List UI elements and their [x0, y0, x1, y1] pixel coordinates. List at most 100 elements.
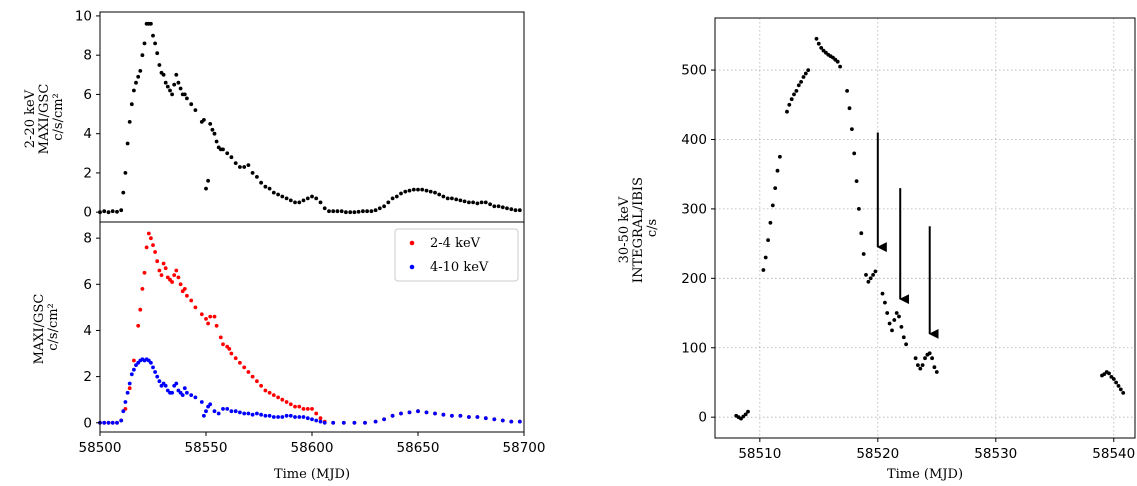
data-point: [242, 165, 247, 169]
data-point: [121, 190, 126, 195]
y-tick-label: 100: [681, 340, 707, 356]
data-point: [816, 41, 821, 46]
data-point: [916, 363, 920, 367]
data-point: [155, 259, 160, 264]
data-point: [1121, 391, 1126, 395]
data-point: [785, 109, 789, 114]
data-point: [407, 188, 412, 193]
data-point: [873, 269, 878, 274]
data-point: [221, 147, 225, 152]
data-point: [471, 200, 475, 205]
data-point: [134, 80, 138, 85]
data-point: [142, 270, 147, 275]
data-point: [890, 328, 894, 333]
data-point: [513, 208, 518, 213]
data-point: [492, 417, 497, 422]
data-point: [331, 209, 336, 214]
data-point: [416, 187, 420, 192]
data-point: [182, 386, 187, 391]
data-point: [433, 411, 437, 416]
data-point: [212, 131, 217, 136]
data-point: [140, 287, 145, 291]
data-point: [437, 192, 442, 197]
data-point: [382, 204, 386, 209]
panel-right: 0 100 200 300 400 500 58510 58520 58530 58540 30…: [617, 17, 1136, 482]
data-point: [250, 374, 255, 379]
data-point: [121, 409, 126, 414]
data-point: [238, 410, 242, 415]
data-point: [500, 418, 505, 423]
data-point: [301, 407, 306, 411]
data-point: [904, 342, 908, 347]
legend-label-4-10kev: 4-10 keV: [430, 260, 489, 275]
legend: 2-4 keV 4-10 keV: [394, 228, 519, 282]
data-point: [297, 200, 302, 205]
y-tick-label: 4: [83, 323, 92, 339]
data-point: [180, 393, 185, 397]
data-point: [193, 395, 198, 400]
data-point: [803, 71, 808, 76]
data-point: [170, 280, 175, 284]
data-point: [185, 390, 189, 395]
data-point: [102, 420, 107, 425]
data-point: [420, 187, 425, 192]
data-point: [787, 102, 792, 107]
data-point: [157, 63, 162, 67]
data-point: [255, 411, 259, 416]
panel-bottom-left-ylabel: MAXI/GSC c/s/cm²: [32, 290, 61, 365]
data-point: [204, 317, 208, 321]
data-point: [110, 209, 115, 214]
data-point: [214, 139, 219, 144]
data-point: [331, 420, 336, 425]
data-point: [913, 356, 918, 361]
data-point: [168, 88, 172, 93]
data-point: [280, 194, 285, 199]
data-point: [386, 200, 391, 205]
data-point: [761, 268, 766, 272]
data-point: [814, 36, 819, 41]
data-point: [458, 413, 463, 418]
data-point: [322, 206, 327, 211]
data-point: [276, 395, 280, 400]
data-point: [267, 390, 272, 395]
data-point: [509, 207, 514, 212]
data-point: [259, 383, 263, 388]
data-point: [182, 92, 187, 97]
data-point: [390, 196, 395, 201]
data-point: [835, 59, 840, 64]
data-point: [214, 323, 219, 328]
panel-bottom-left-xlabel: Time (MJD): [274, 467, 350, 482]
x-tick-label: 58510: [738, 446, 781, 462]
y-tick-label: 0: [83, 415, 92, 431]
data-point: [216, 411, 221, 416]
data-point: [123, 171, 128, 175]
data-point: [163, 80, 168, 85]
data-point: [373, 419, 378, 424]
data-point: [445, 196, 450, 201]
data-point: [310, 417, 314, 422]
data-point: [233, 409, 238, 414]
data-point: [483, 200, 488, 205]
y-tick-label: 300: [681, 201, 707, 217]
data-point: [339, 209, 344, 214]
data-point: [193, 305, 198, 310]
data-point: [794, 89, 799, 93]
panel-right-xticks: 58510 58520 58530 58540: [738, 438, 1135, 462]
data-point: [467, 200, 471, 205]
data-point: [259, 412, 263, 417]
data-point: [155, 51, 160, 56]
data-point: [1116, 384, 1121, 388]
data-point: [204, 409, 208, 414]
data-point: [284, 400, 289, 404]
data-point: [189, 393, 194, 397]
data-point: [297, 404, 302, 409]
data-point: [301, 198, 306, 203]
data-point: [144, 245, 149, 250]
data-point: [293, 200, 297, 205]
data-point: [242, 365, 247, 370]
data-point: [163, 266, 168, 271]
data-point: [149, 21, 153, 26]
data-point: [153, 41, 158, 46]
data-point: [352, 210, 357, 215]
